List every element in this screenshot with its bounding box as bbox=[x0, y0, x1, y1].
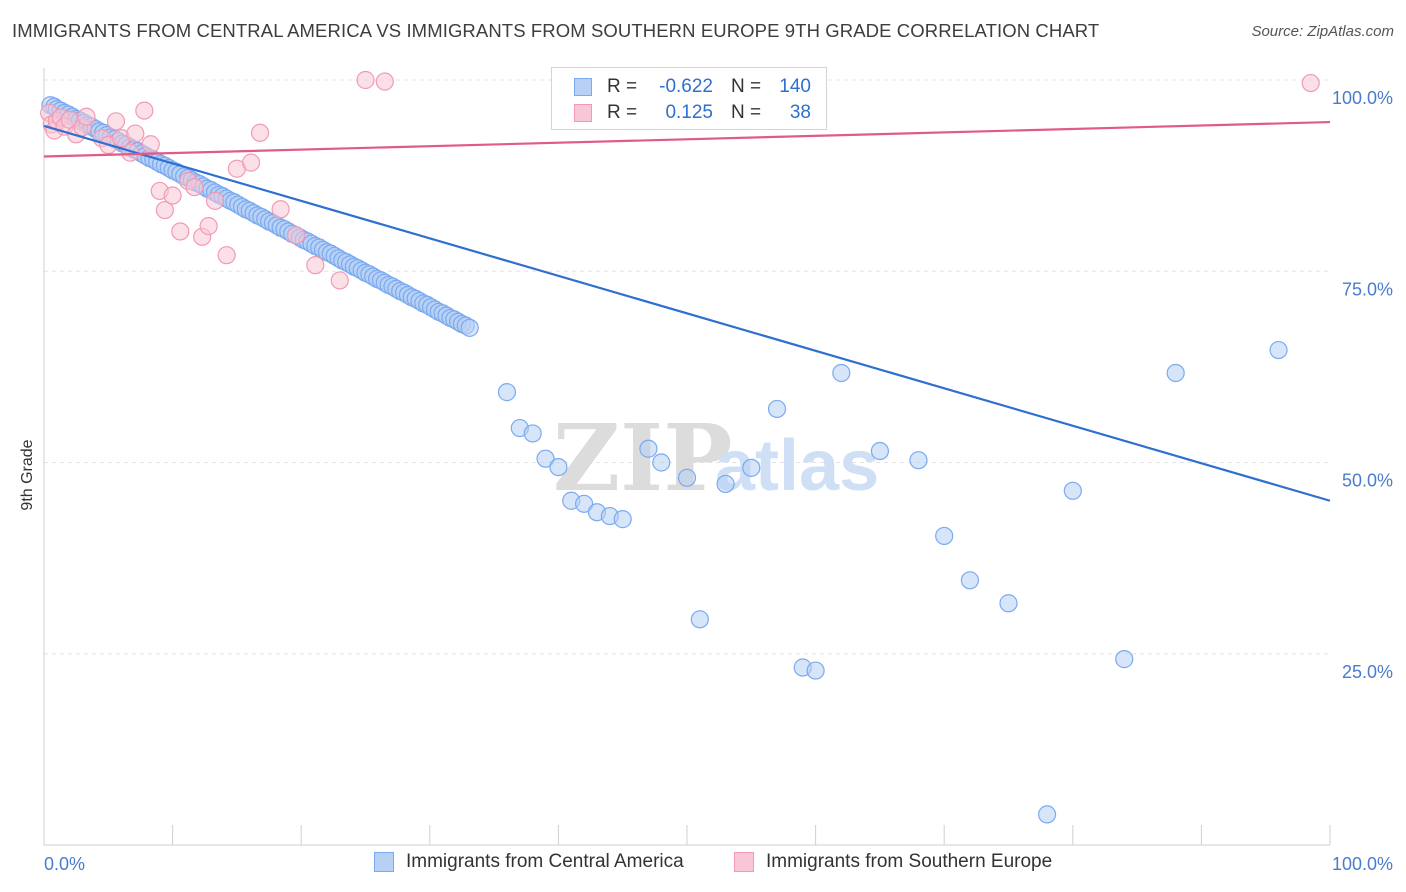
series-1-point-19 bbox=[155, 200, 174, 220]
series-0-point-130 bbox=[870, 441, 890, 461]
series-1-point-29 bbox=[241, 153, 261, 172]
series-1-point-9 bbox=[77, 107, 96, 126]
source-label: Source: ZipAtlas.com bbox=[1251, 23, 1394, 40]
series-1-point-12 bbox=[106, 112, 126, 131]
series-0-point-109 bbox=[460, 318, 479, 337]
legend-n-label: N = bbox=[731, 102, 762, 123]
series-0-point-125 bbox=[742, 458, 761, 477]
series-0-point-128 bbox=[806, 661, 825, 680]
series-0-point-129 bbox=[832, 363, 851, 383]
trend-layer bbox=[43, 120, 1331, 502]
legend-n-value: 38 bbox=[789, 102, 811, 123]
watermark-zip: ZIP bbox=[553, 404, 732, 512]
series-1-point-34 bbox=[330, 271, 349, 290]
bottom-legend-central-america: Immigrants from Central America bbox=[374, 851, 684, 873]
series-0-point-122 bbox=[677, 468, 697, 487]
bottom-legend: Immigrants from Central America Immigran… bbox=[0, 851, 1406, 879]
legend-swatch-pink bbox=[574, 104, 592, 122]
series-0-point-124 bbox=[716, 474, 735, 494]
series-0-point-133 bbox=[960, 571, 980, 590]
x-tick-label: 100.0% bbox=[1332, 854, 1393, 874]
series-0-point-138 bbox=[1166, 363, 1185, 383]
series-0-point-121 bbox=[652, 453, 671, 472]
trend-line-1 bbox=[43, 120, 1331, 158]
series-1-point-15 bbox=[126, 124, 145, 143]
series-0-point-113 bbox=[536, 449, 555, 468]
series-0-point-114 bbox=[549, 457, 568, 477]
series-0-point-137 bbox=[1115, 650, 1134, 669]
series-0-point-136 bbox=[1063, 481, 1082, 500]
series-0-point-135 bbox=[1037, 805, 1057, 824]
series-1-point-23 bbox=[185, 178, 204, 197]
watermark: ZIP atlas bbox=[553, 404, 879, 512]
axes bbox=[43, 68, 1331, 846]
legend-r-label: R = bbox=[607, 102, 638, 123]
series-1-point-32 bbox=[286, 226, 306, 245]
series-1-point-37 bbox=[1301, 73, 1320, 93]
legend-row-southern-europe: R = 0.125 N = 38 bbox=[574, 99, 811, 127]
x-tick-label: 0.0% bbox=[44, 854, 85, 874]
series-0-point-126 bbox=[767, 399, 787, 419]
trend-line-0 bbox=[43, 124, 1331, 502]
series-1-point-31 bbox=[271, 200, 290, 219]
series-0-point-110 bbox=[497, 383, 517, 402]
series-0-point-123 bbox=[690, 610, 709, 629]
watermark-atlas: atlas bbox=[715, 426, 879, 506]
series-0-point-120 bbox=[639, 439, 658, 458]
series-1-points bbox=[40, 70, 1320, 290]
series-1-point-27 bbox=[217, 246, 236, 265]
series-0-point-139 bbox=[1269, 340, 1288, 360]
tick-labels: 100.0% 75.0% 50.0% 25.0% 0.0% 100.0% bbox=[44, 88, 1393, 874]
legend-r-label: R = bbox=[607, 76, 638, 97]
series-1-point-26 bbox=[205, 191, 225, 210]
points-layer bbox=[40, 70, 1320, 824]
y-axis-label: 9th Grade bbox=[19, 439, 36, 511]
y-tick-label: 100.0% bbox=[1332, 88, 1393, 108]
series-1-point-30 bbox=[250, 123, 270, 142]
series-1-point-36 bbox=[375, 72, 394, 91]
series-0-point-131 bbox=[909, 451, 928, 470]
y-tick-label: 50.0% bbox=[1342, 471, 1393, 491]
series-0-point-134 bbox=[999, 594, 1018, 613]
series-0-points bbox=[41, 96, 1288, 824]
series-1-point-16 bbox=[135, 101, 154, 120]
series-0-point-132 bbox=[935, 526, 954, 546]
legend-swatch-blue bbox=[574, 78, 592, 96]
legend-box: R = -0.622 N = 140 R = 0.125 N = 38 bbox=[551, 67, 827, 130]
legend-r-value: 0.125 bbox=[665, 102, 713, 123]
series-1-point-25 bbox=[199, 217, 218, 236]
chart-title: IMMIGRANTS FROM CENTRAL AMERICA VS IMMIG… bbox=[12, 20, 1100, 41]
legend-n-label: N = bbox=[731, 76, 762, 97]
series-1-point-21 bbox=[171, 222, 190, 241]
bottom-legend-label: Immigrants from Southern Europe bbox=[766, 851, 1053, 872]
legend-r-value: -0.622 bbox=[659, 76, 713, 97]
series-1-point-17 bbox=[141, 135, 160, 154]
series-1-point-35 bbox=[356, 70, 375, 90]
y-tick-label: 25.0% bbox=[1342, 662, 1393, 682]
bottom-legend-southern-europe: Immigrants from Southern Europe bbox=[734, 851, 1052, 873]
series-1-point-20 bbox=[163, 186, 182, 205]
legend-row-central-america: R = -0.622 N = 140 bbox=[574, 73, 811, 101]
series-0-point-116 bbox=[575, 494, 594, 513]
series-0-point-119 bbox=[613, 510, 632, 529]
bottom-legend-swatch-pink bbox=[734, 852, 754, 872]
bottom-legend-swatch-blue bbox=[374, 852, 394, 872]
series-1-point-33 bbox=[306, 256, 325, 275]
y-tick-label: 75.0% bbox=[1342, 279, 1393, 299]
legend-n-value: 140 bbox=[779, 76, 811, 97]
series-0-point-112 bbox=[523, 424, 542, 443]
bottom-legend-label: Immigrants from Central America bbox=[406, 851, 684, 872]
